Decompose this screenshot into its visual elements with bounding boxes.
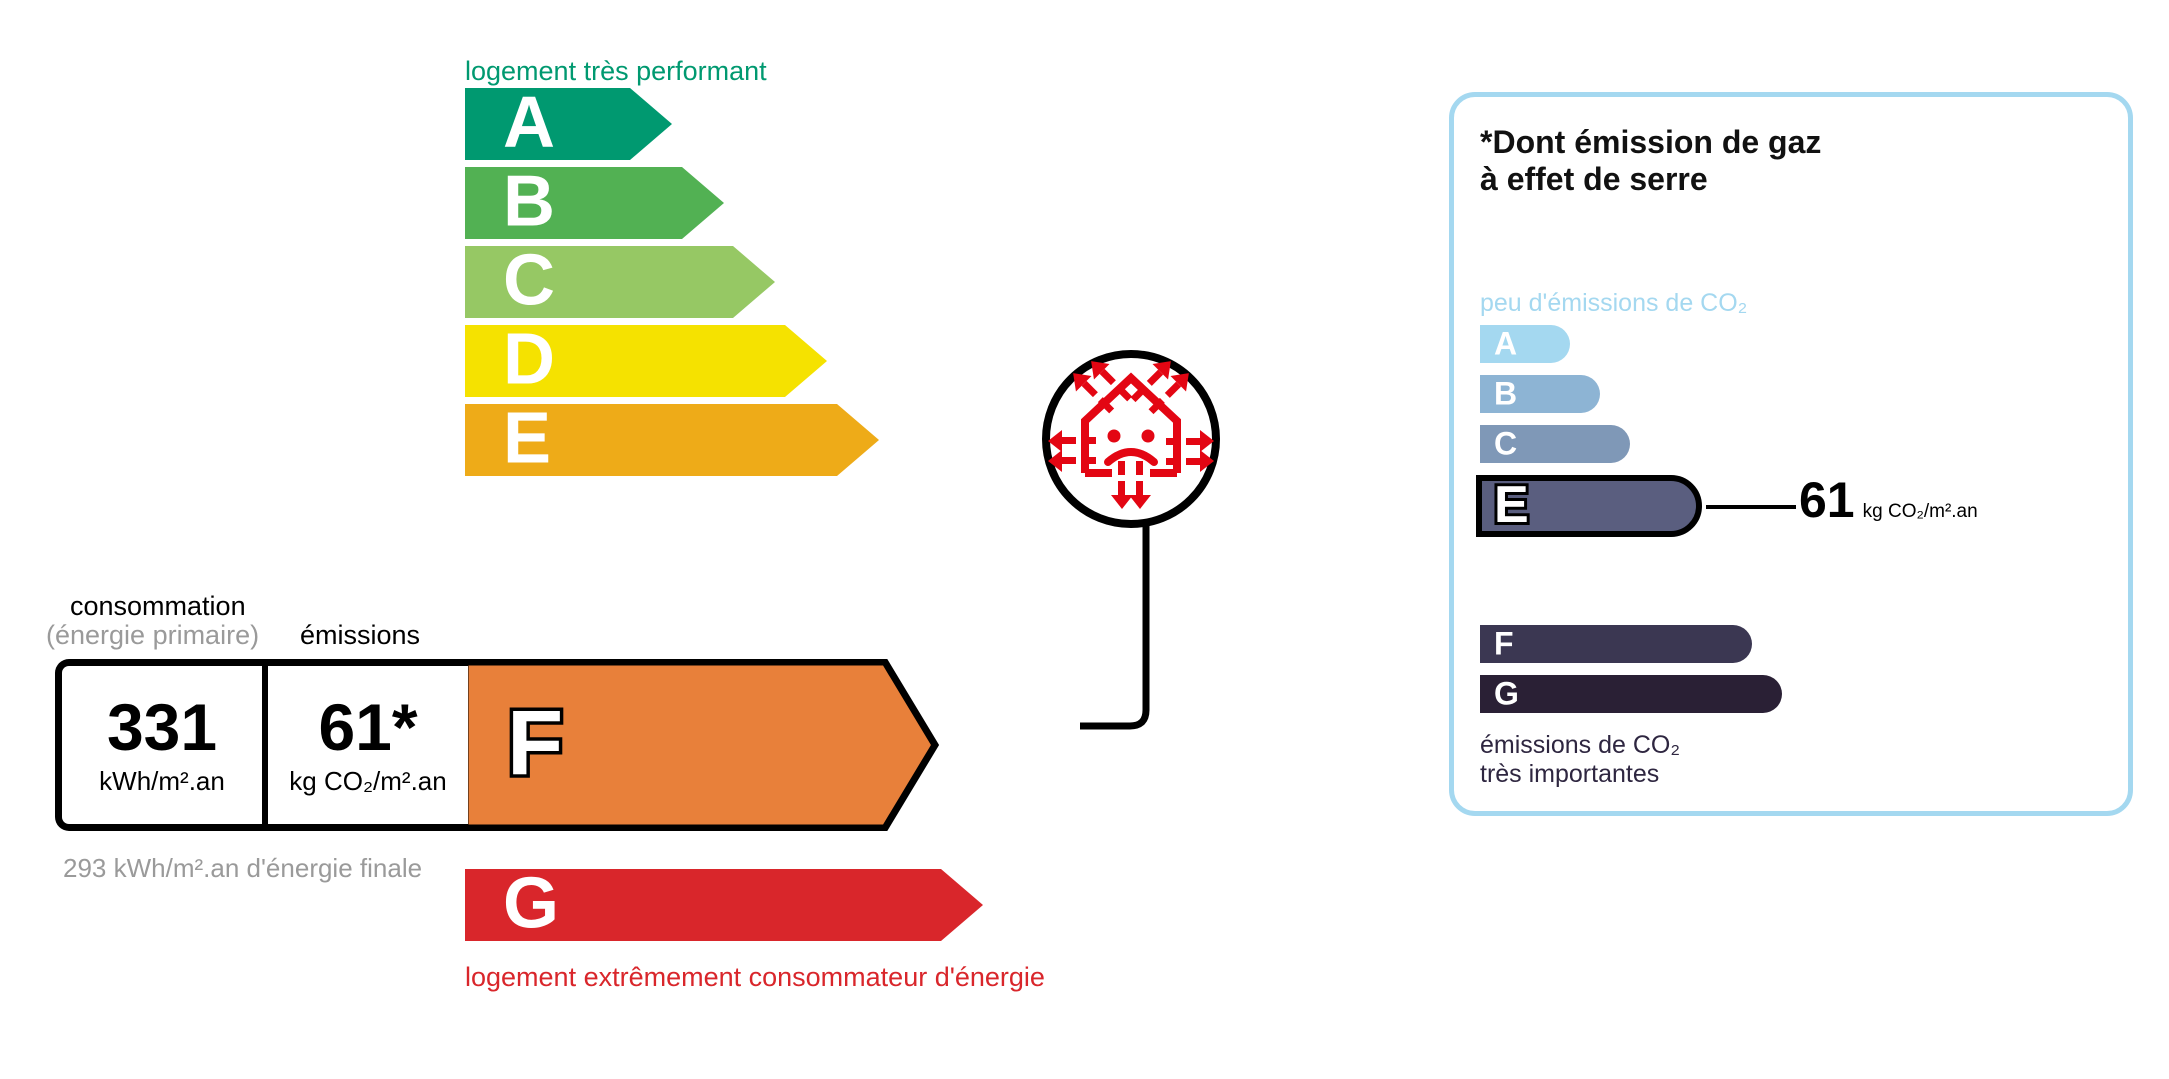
energy-band-f-shape (465, 659, 940, 831)
energy-band-d-letter: D (503, 319, 555, 400)
energy-band-d-shape (465, 325, 827, 397)
ges-bar-g[interactable]: G (1480, 675, 1782, 713)
ges-bar-b-letter: B (1494, 375, 1518, 412)
ges-caption-top: peu d'émissions de CO₂ (1480, 289, 1748, 317)
energy-band-e-letter: E (503, 398, 552, 479)
ges-bar-b[interactable]: B (1480, 375, 1600, 413)
ges-bar-g-shape: G (1480, 675, 1782, 713)
energy-band-b[interactable]: B (465, 161, 724, 242)
energy-band-c-shape (465, 246, 775, 318)
ges-bar-f[interactable]: F (1480, 625, 1752, 663)
energy-band-g-shape (465, 869, 983, 941)
ges-bar-e-selected[interactable]: E (1476, 475, 1702, 537)
label-consommation: consommation (70, 591, 246, 621)
ges-card-title: *Dont émission de gaz à effet de serre (1480, 124, 1822, 197)
ges-value-group: 61 kg CO₂/m².an (1799, 475, 1978, 525)
ges-bar-c-letter: C (1494, 425, 1518, 462)
energy-band-b-letter: B (503, 161, 555, 242)
energy-scale-caption-bottom: logement extrêmement consommateur d'éner… (465, 962, 1045, 992)
ges-value-unit: kg CO₂/m².an (1862, 501, 1978, 522)
energy-band-g[interactable]: G (465, 863, 983, 944)
emission-unit: kg CO₂/m².an (289, 765, 447, 796)
energy-band-f-selected[interactable]: F (465, 659, 965, 831)
label-energie-primaire: (énergie primaire) (46, 620, 260, 650)
ges-value-number: 61 (1799, 472, 1855, 528)
ges-bar-b-shape: B (1480, 375, 1600, 413)
ges-bar-a-shape: A (1480, 325, 1570, 363)
ges-bar-f-letter: F (1494, 625, 1514, 662)
energy-band-d[interactable]: D (465, 319, 827, 400)
ges-bar-e-letter: E (1491, 475, 1532, 534)
ges-bar-a[interactable]: A (1480, 325, 1570, 363)
energy-band-a-letter: A (503, 82, 555, 163)
ges-bar-c[interactable]: C (1480, 425, 1630, 463)
ges-bar-c-shape: C (1480, 425, 1630, 463)
energy-band-g-letter: G (503, 863, 560, 944)
energy-band-a-shape (465, 88, 672, 160)
primary-energy-unit: kWh/m².an (99, 765, 225, 796)
emission-cell: 61* kg CO₂/m².an (268, 666, 468, 824)
ges-bar-e-shape: E (1476, 475, 1702, 537)
energy-band-c[interactable]: C (465, 240, 775, 321)
energy-band-e[interactable]: E (465, 398, 879, 479)
ges-card: *Dont émission de gaz à effet de serre p… (1449, 92, 2133, 816)
emission-value: 61* (318, 689, 418, 764)
final-energy-note: 293 kWh/m².an d'énergie finale (63, 853, 423, 883)
badge-connector-line (1080, 520, 1150, 730)
energy-band-e-shape (465, 404, 879, 476)
energy-band-b-shape (465, 167, 724, 239)
label-emissions: émissions (300, 620, 421, 650)
primary-energy-cell: 331 kWh/m².an (62, 666, 268, 824)
energy-scale-caption-top: logement très performant (465, 56, 767, 86)
ges-caption-bottom: émissions de CO₂ très importantes (1480, 731, 1681, 788)
energy-band-a[interactable]: A (465, 82, 672, 163)
consumption-value-box: 331 kWh/m².an 61* kg CO₂/m².an (55, 659, 468, 831)
ges-value-leader-line (1706, 505, 1796, 509)
sad-house-heat-loss-icon (1042, 350, 1220, 528)
ges-bar-g-letter: G (1494, 675, 1519, 712)
ges-bar-f-shape: F (1480, 625, 1752, 663)
ges-bar-a-letter: A (1494, 325, 1518, 362)
primary-energy-value: 331 (106, 689, 218, 764)
energy-band-f-letter: F (503, 692, 566, 795)
energy-band-c-letter: C (503, 240, 555, 321)
